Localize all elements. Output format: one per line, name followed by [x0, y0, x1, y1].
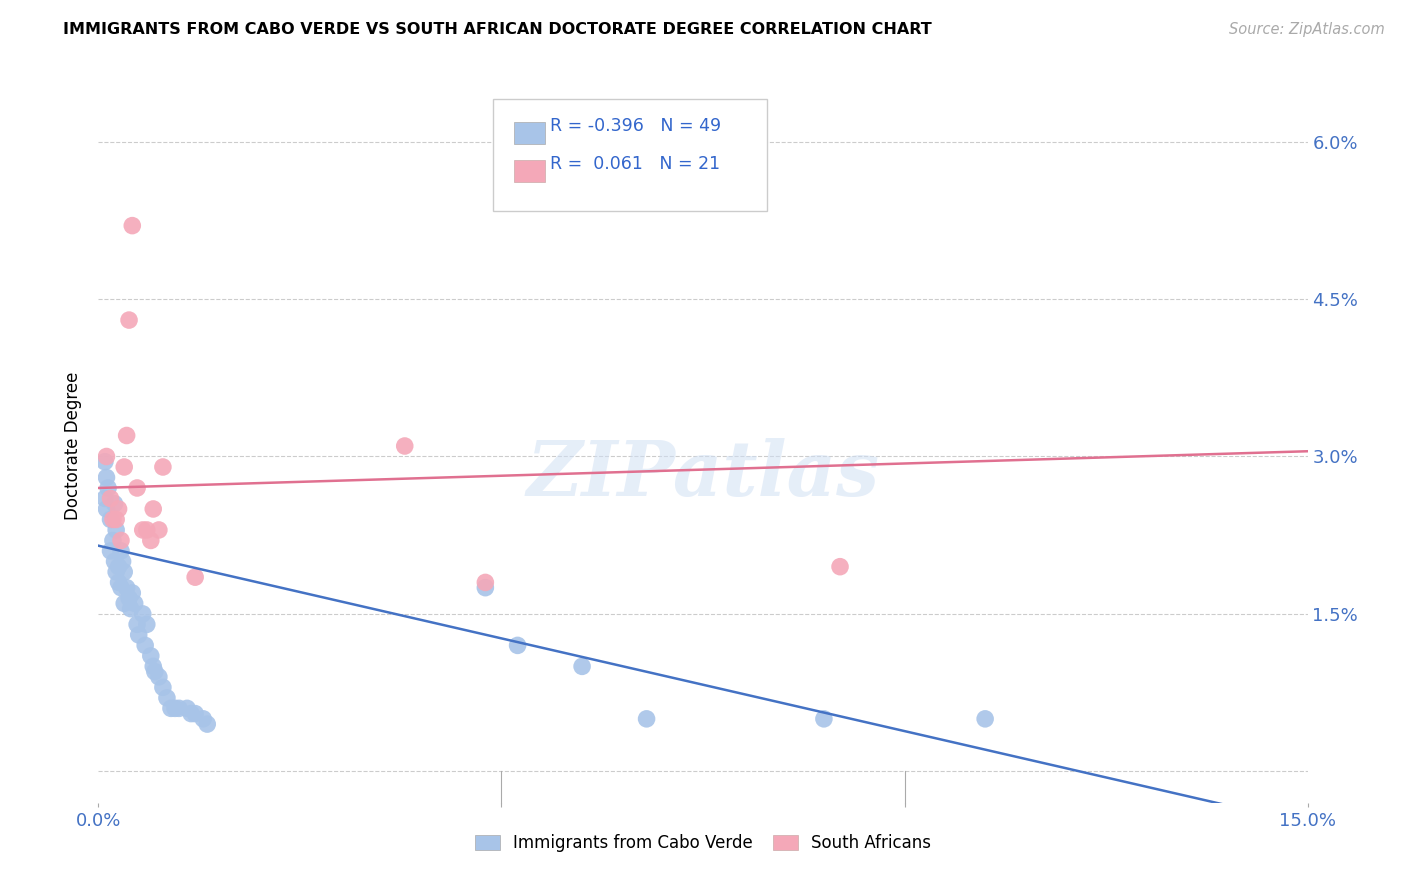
Point: [195, 717, 218, 731]
Point: [105, 512, 128, 526]
Point: [974, 712, 997, 726]
Point: [132, 523, 155, 537]
Point: [105, 565, 128, 579]
Point: [96, 502, 118, 516]
Point: [96, 470, 118, 484]
Point: [636, 712, 658, 726]
Text: R = -0.396   N = 49: R = -0.396 N = 49: [550, 117, 721, 135]
Point: [94, 455, 117, 469]
Point: [152, 460, 174, 475]
Point: [124, 596, 146, 610]
Point: [112, 460, 135, 475]
Point: [134, 639, 156, 653]
Point: [128, 628, 150, 642]
Point: [111, 554, 134, 568]
Point: [152, 681, 174, 695]
Point: [100, 512, 122, 526]
Point: [100, 544, 122, 558]
Point: [135, 523, 157, 537]
Point: [184, 570, 207, 584]
Point: [115, 428, 138, 442]
Point: [143, 665, 166, 679]
Point: [571, 659, 593, 673]
Point: [148, 670, 170, 684]
Point: [101, 512, 124, 526]
Point: [142, 502, 165, 516]
Point: [163, 701, 186, 715]
Text: IMMIGRANTS FROM CABO VERDE VS SOUTH AFRICAN DOCTORATE DEGREE CORRELATION CHART: IMMIGRANTS FROM CABO VERDE VS SOUTH AFRI…: [63, 22, 932, 37]
Point: [132, 607, 155, 621]
Point: [118, 313, 141, 327]
Point: [127, 481, 149, 495]
Point: [167, 701, 190, 715]
Point: [474, 581, 496, 595]
Point: [94, 491, 117, 506]
Point: [394, 439, 416, 453]
Y-axis label: Doctorate Degree: Doctorate Degree: [65, 372, 83, 520]
Point: [474, 575, 496, 590]
Point: [110, 544, 132, 558]
Point: [142, 659, 165, 673]
Point: [110, 533, 132, 548]
Point: [813, 712, 835, 726]
Point: [121, 219, 143, 233]
Text: ZIPatlas: ZIPatlas: [526, 438, 880, 511]
Point: [176, 701, 198, 715]
Point: [105, 523, 128, 537]
Point: [121, 586, 143, 600]
Point: [96, 450, 118, 464]
Point: [110, 581, 132, 595]
Point: [127, 617, 149, 632]
Point: [97, 481, 120, 495]
Legend: Immigrants from Cabo Verde, South Africans: Immigrants from Cabo Verde, South Africa…: [468, 828, 938, 859]
Point: [103, 554, 125, 568]
Point: [107, 502, 129, 516]
Point: [193, 712, 215, 726]
Text: R =  0.061   N = 21: R = 0.061 N = 21: [550, 155, 720, 173]
Point: [107, 575, 129, 590]
Point: [828, 559, 851, 574]
Point: [107, 559, 129, 574]
Point: [135, 617, 157, 632]
Point: [100, 491, 122, 506]
Point: [180, 706, 202, 721]
Point: [112, 596, 135, 610]
Point: [112, 565, 135, 579]
Point: [160, 701, 183, 715]
Point: [115, 581, 138, 595]
Point: [156, 690, 179, 705]
Point: [101, 533, 124, 548]
Point: [506, 639, 529, 653]
Point: [184, 706, 207, 721]
Point: [139, 533, 162, 548]
Point: [103, 497, 125, 511]
Point: [148, 523, 170, 537]
Point: [118, 591, 141, 606]
Point: [139, 648, 162, 663]
Point: [120, 601, 142, 615]
Text: Source: ZipAtlas.com: Source: ZipAtlas.com: [1229, 22, 1385, 37]
